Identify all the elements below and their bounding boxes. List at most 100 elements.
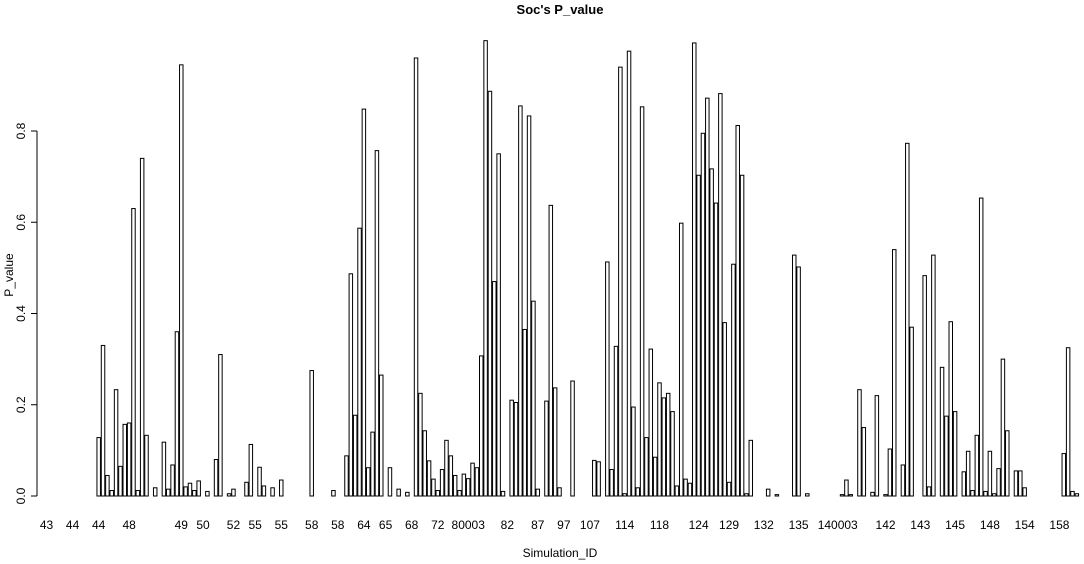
bar (122, 423, 128, 497)
bar (431, 478, 436, 497)
bar (644, 437, 649, 497)
bar (448, 455, 454, 497)
bar (492, 281, 497, 497)
x-tick-label: 154 (1015, 518, 1035, 532)
bar (718, 93, 723, 497)
bar (348, 273, 354, 497)
bar (1061, 453, 1067, 497)
bar (1013, 470, 1019, 497)
bar (105, 474, 110, 497)
x-tick-label: 44 (92, 518, 106, 532)
bar (118, 465, 123, 497)
bar (978, 197, 984, 497)
x-tick-label: 107 (580, 518, 600, 532)
bar (883, 494, 888, 497)
bar (196, 480, 201, 497)
x-tick-label: 58 (305, 518, 319, 532)
bar (626, 50, 632, 497)
bar (983, 490, 988, 497)
bar (874, 395, 880, 497)
bar (796, 266, 801, 497)
bar (652, 456, 658, 497)
y-axis-title: P_value (2, 253, 16, 297)
bar (870, 491, 875, 497)
bar (518, 105, 523, 497)
bar (726, 481, 732, 497)
chart-title: Soc's P_value (517, 2, 604, 17)
bar (522, 328, 527, 497)
bar (931, 254, 936, 497)
x-tick-label: 140003 (818, 518, 858, 532)
bar (179, 64, 184, 497)
bar (387, 467, 393, 497)
bar (678, 222, 684, 497)
bar (131, 208, 136, 497)
y-tick-label: 0.6 (14, 214, 28, 231)
x-tick-label: 135 (789, 518, 809, 532)
x-tick-label: 97 (557, 518, 571, 532)
x-tick-label: 82 (501, 518, 515, 532)
bar (661, 397, 667, 497)
bar (1000, 358, 1006, 497)
x-tick-label: 72 (431, 518, 445, 532)
x-tick-label: 64 (357, 518, 371, 532)
bar (270, 487, 275, 497)
x-tick-label: 132 (754, 518, 774, 532)
bar (739, 174, 745, 497)
bar (909, 326, 914, 497)
bar (922, 275, 927, 497)
x-tick-label: 68 (405, 518, 419, 532)
bar (705, 97, 710, 497)
bar (544, 400, 549, 497)
y-tick-label: 0.8 (14, 122, 28, 139)
bar (418, 392, 423, 497)
bar (948, 321, 953, 497)
bar (439, 469, 445, 497)
bar (461, 473, 467, 497)
bar (379, 374, 384, 497)
bar (687, 482, 693, 497)
bar (261, 485, 267, 497)
bar (352, 414, 358, 497)
bar (892, 249, 897, 497)
bar (526, 115, 532, 497)
x-tick-label: 114 (615, 518, 634, 532)
x-tick-label: 124 (689, 518, 709, 532)
bar (213, 459, 219, 497)
bar (96, 437, 101, 497)
bar (996, 468, 1001, 497)
bar (735, 125, 740, 497)
x-tick-label: 58 (331, 518, 345, 532)
bar (231, 488, 236, 497)
x-tick-label: 52 (227, 518, 241, 532)
bar (926, 486, 932, 497)
bar (857, 389, 862, 497)
bar (991, 493, 997, 497)
bar (961, 471, 967, 497)
bar (592, 459, 597, 497)
x-tick-label: 50 (196, 518, 210, 532)
bar (839, 494, 845, 497)
bar (396, 488, 401, 497)
bar (631, 406, 636, 497)
bar (365, 467, 371, 497)
bar (244, 481, 249, 497)
bar (144, 434, 149, 497)
bar (435, 490, 441, 497)
x-tick-label: 158 (1049, 518, 1069, 532)
bar (900, 464, 906, 497)
bar (413, 57, 419, 497)
bar (531, 300, 536, 497)
bar (635, 487, 640, 497)
bar (774, 494, 780, 497)
bar (309, 370, 314, 497)
bar (939, 366, 945, 497)
bar (152, 487, 158, 497)
bar (970, 490, 975, 497)
bar (444, 439, 449, 497)
bar (792, 254, 797, 497)
bar (596, 461, 601, 497)
bar (279, 479, 284, 497)
x-tick-label: 142 (876, 518, 896, 532)
bar (452, 474, 458, 497)
